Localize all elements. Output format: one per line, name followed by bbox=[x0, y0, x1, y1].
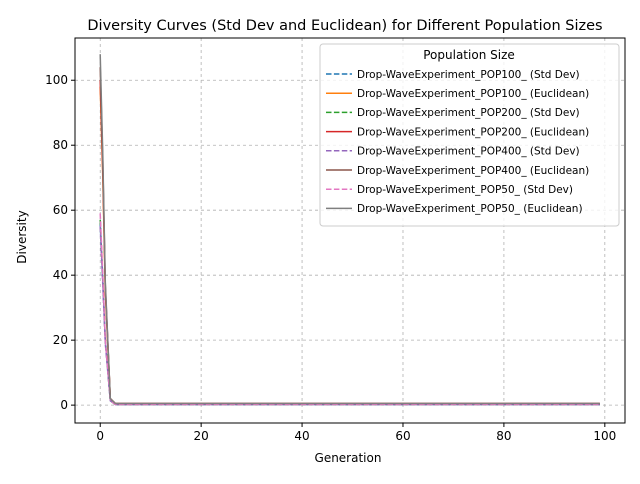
legend-title: Population Size bbox=[423, 48, 515, 62]
legend-frame bbox=[319, 43, 620, 227]
y-tick-label: 0 bbox=[60, 398, 68, 412]
x-axis-label: Generation bbox=[315, 451, 382, 465]
series-lines bbox=[99, 54, 600, 406]
y-axis-label: Diversity bbox=[15, 210, 29, 263]
plot-area-frame bbox=[74, 37, 626, 424]
x-tick-label: 40 bbox=[294, 429, 309, 443]
x-tick-label: 100 bbox=[593, 429, 616, 443]
legend-entry-label: Drop-WaveExperiment_POP50_ (Euclidean) bbox=[357, 203, 583, 215]
y-tick-label: 80 bbox=[53, 138, 68, 152]
legend-entry-label: Drop-WaveExperiment_POP50_ (Std Dev) bbox=[357, 184, 573, 196]
legend: Population Size Drop-WaveExperiment_POP1… bbox=[319, 43, 620, 227]
chart-title: Diversity Curves (Std Dev and Euclidean)… bbox=[87, 18, 602, 34]
y-tick-label: 100 bbox=[45, 73, 68, 87]
y-tick-label: 20 bbox=[53, 333, 68, 347]
y-tick-label: 60 bbox=[53, 203, 68, 217]
x-tick-label: 80 bbox=[496, 429, 511, 443]
series-line bbox=[99, 213, 600, 406]
x-tick-label: 0 bbox=[96, 429, 104, 443]
legend-entry-label: Drop-WaveExperiment_POP400_ (Std Dev) bbox=[357, 146, 580, 158]
legend-entry-label: Drop-WaveExperiment_POP100_ (Std Dev) bbox=[357, 69, 580, 81]
y-tick-label: 40 bbox=[53, 268, 68, 282]
legend-entry-label: Drop-WaveExperiment_POP200_ (Std Dev) bbox=[357, 107, 580, 119]
legend-entry-label: Drop-WaveExperiment_POP100_ (Euclidean) bbox=[357, 88, 589, 100]
legend-entry-label: Drop-WaveExperiment_POP400_ (Euclidean) bbox=[357, 165, 589, 177]
axis-ticks: 0 20 40 60 80 100 0 20 40 60 80 100 bbox=[45, 73, 616, 443]
x-tick-label: 60 bbox=[395, 429, 410, 443]
legend-entry-label: Drop-WaveExperiment_POP200_ (Euclidean) bbox=[357, 126, 589, 138]
series-line bbox=[99, 54, 600, 405]
x-tick-label: 20 bbox=[194, 429, 209, 443]
